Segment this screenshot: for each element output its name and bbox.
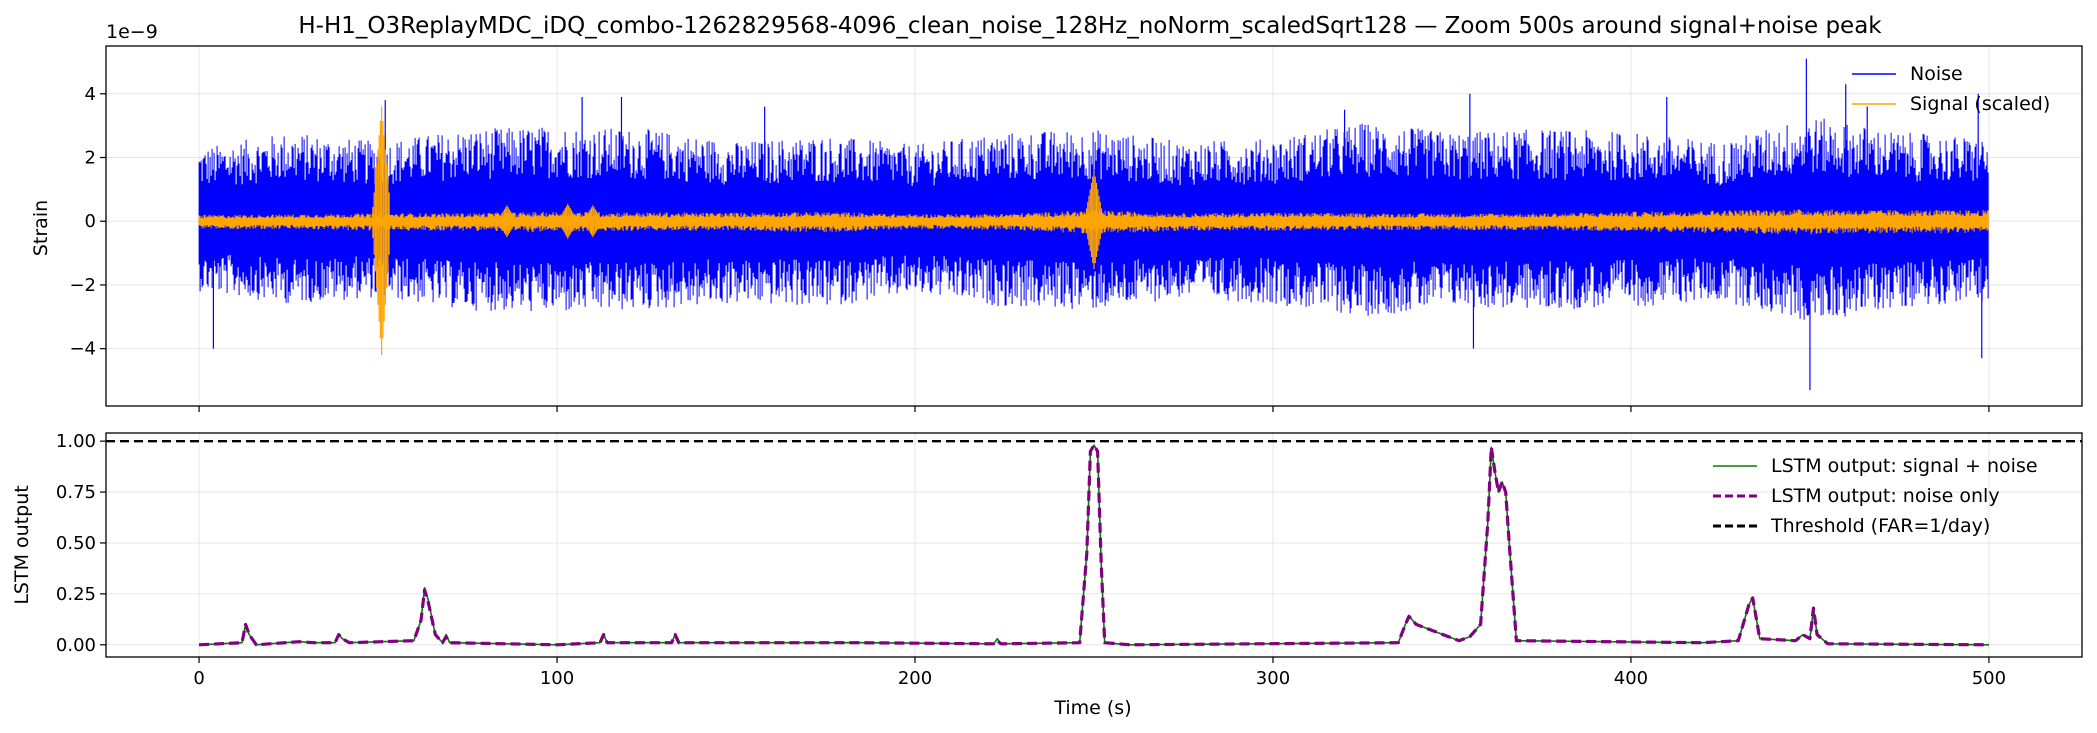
lstm-xtick-label: 300 xyxy=(1256,668,1290,689)
lstm-panel: 0 100 200 300 400 500 0.00 0.25 0.50 0.75 1.00 LST… xyxy=(11,431,2083,719)
lstm-y-label: LSTM output xyxy=(11,485,33,604)
lstm-legend: LSTM output: signal + noise LSTM output: … xyxy=(1713,455,2038,537)
lstm-xtick-label: 200 xyxy=(898,668,932,689)
lstm-series xyxy=(106,439,2082,647)
lstm-ticks: 0 100 200 300 400 500 0.00 0.25 0.50 0.75 1.00 xyxy=(56,431,2006,689)
lstm-legend-label: LSTM output: signal + noise xyxy=(1771,455,2038,477)
lstm-xtick-label: 500 xyxy=(1972,668,2006,689)
chart-title: H-H1_O3ReplayMDC_iDQ_combo-1262829568-40… xyxy=(298,13,1882,39)
lstm-legend-label: Threshold (FAR=1/day) xyxy=(1770,515,1990,537)
strain-ytick-label: 2 xyxy=(85,148,96,169)
strain-legend: Noise Signal (scaled) xyxy=(1852,63,2050,115)
lstm-ytick-label: 0.25 xyxy=(56,584,96,605)
strain-legend-label: Signal (scaled) xyxy=(1910,93,2050,115)
lstm-ytick-label: 0.50 xyxy=(56,533,96,554)
lstm-xtick-label: 100 xyxy=(540,668,574,689)
lstm-noise-only-line xyxy=(199,443,1989,647)
strain-ytick-label: −4 xyxy=(69,339,96,360)
lstm-ytick-label: 1.00 xyxy=(56,431,96,452)
lstm-legend-label: LSTM output: noise only xyxy=(1771,485,2000,507)
lstm-signal-noise-line xyxy=(199,444,1989,646)
strain-y-label: Strain xyxy=(30,200,52,256)
strain-series xyxy=(198,58,1989,391)
strain-exponent-label: 1e−9 xyxy=(106,21,158,43)
lstm-xtick-label: 0 xyxy=(193,668,204,689)
strain-axes-frame xyxy=(105,45,2083,407)
time-x-label: Time (s) xyxy=(1053,697,1131,719)
strain-panel: −4 −2 0 2 4 1e−9 Strain Noise Signal (scaled) xyxy=(30,21,2083,412)
lstm-ytick-label: 0.75 xyxy=(56,482,96,503)
strain-legend-label: Noise xyxy=(1910,63,1963,85)
strain-ytick-label: 0 xyxy=(85,211,96,232)
lstm-axes-frame xyxy=(105,432,2083,658)
lstm-xtick-label: 400 xyxy=(1614,668,1648,689)
strain-ytick-label: 4 xyxy=(85,84,96,105)
strain-ticks: −4 −2 0 2 4 xyxy=(69,84,1990,412)
lstm-ytick-label: 0.00 xyxy=(56,635,96,656)
strain-ytick-label: −2 xyxy=(69,275,96,296)
